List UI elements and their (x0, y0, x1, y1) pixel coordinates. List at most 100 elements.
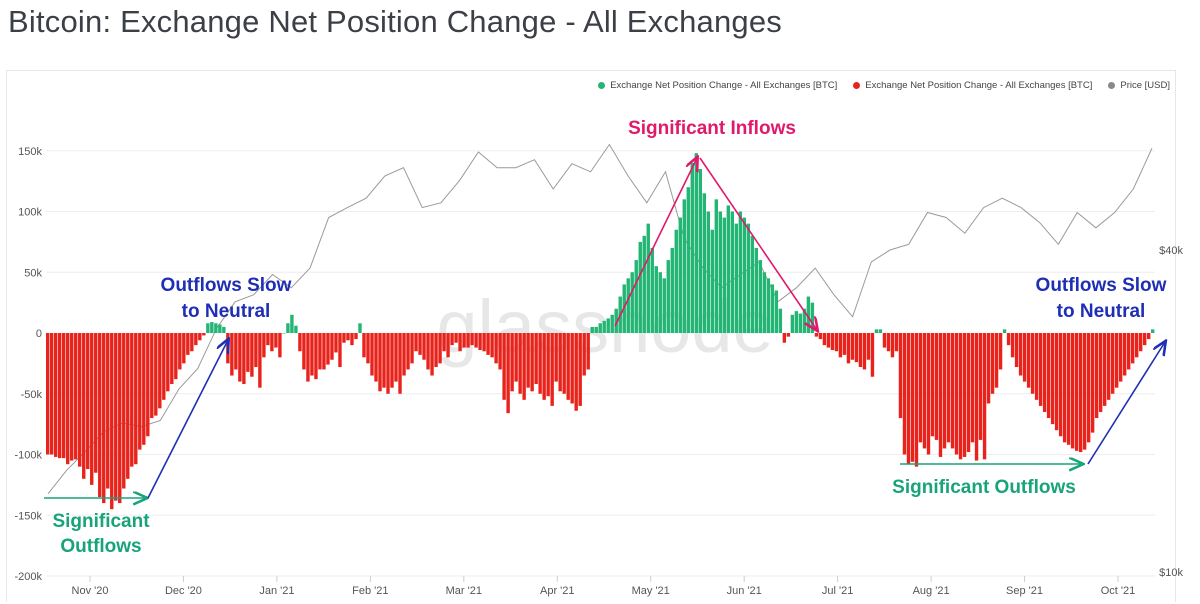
inflow-bar (726, 205, 731, 333)
legend-item-outflow[interactable]: Exchange Net Position Change - All Excha… (853, 80, 1092, 91)
x-tick-label: Jul '21 (822, 585, 853, 597)
outflow-bar (818, 333, 823, 340)
outflow-bar (390, 333, 394, 388)
inflow-bar (282, 333, 286, 334)
outflow-bar (270, 333, 274, 352)
outflow-bar (898, 333, 903, 419)
outflow-bar (74, 333, 78, 460)
outflow-bar (490, 333, 494, 358)
x-tick-label: Apr '21 (540, 585, 575, 597)
outflow-bar (954, 333, 959, 455)
outflow-bar (1062, 333, 1067, 443)
outflow-bar (1090, 333, 1095, 433)
outflow-bar (186, 333, 190, 355)
outflow-bar (1038, 333, 1043, 406)
outflow-bar (310, 333, 314, 376)
outflow-bar (1098, 333, 1103, 412)
outflow-bar (982, 333, 987, 460)
outflow-bar (1110, 333, 1115, 394)
inflow-bar (606, 318, 610, 333)
outflow-bar (138, 333, 142, 450)
outflow-bar (402, 333, 406, 376)
legend-label-inflow: Exchange Net Position Change - All Excha… (610, 80, 838, 91)
outflow-bar (254, 333, 258, 368)
inflow-bar (670, 247, 674, 333)
inflow-bar (218, 324, 222, 333)
outflow-bar (574, 333, 578, 411)
annotation-significant-inflows: Significant Inflows (628, 118, 796, 139)
inflow-bar (794, 311, 799, 333)
legend-item-inflow[interactable]: Exchange Net Position Change - All Excha… (598, 80, 837, 91)
outflow-bar (506, 333, 510, 414)
outflow-bar (534, 333, 538, 385)
inflow-bar (290, 314, 294, 333)
chart-legend: Exchange Net Position Change - All Excha… (598, 80, 1170, 91)
outflow-bar (1134, 333, 1139, 358)
outflow-bar (570, 333, 574, 404)
outflow-bar (546, 333, 550, 397)
outflow-bar (410, 333, 414, 364)
outflow-bar (458, 333, 462, 352)
outflow-bar (822, 333, 827, 346)
inflow-bar (878, 329, 883, 333)
outflow-bar (586, 333, 590, 370)
annotation-outflows-left-line1: Significant (52, 511, 150, 532)
outflow-bar (1118, 333, 1123, 382)
outflow-bar (522, 333, 526, 400)
outflow-bar (118, 333, 122, 504)
outflow-bar (70, 333, 74, 461)
inflow-bar (206, 323, 210, 333)
outflow-bar (66, 333, 70, 465)
x-tick-label: Aug '21 (913, 585, 950, 597)
outflow-bar (1014, 333, 1019, 368)
outflow-bar (882, 333, 887, 348)
inflow-bar (686, 187, 690, 333)
outflow-bar (238, 333, 242, 382)
outflow-bar (242, 333, 246, 385)
outflow-bar (530, 333, 534, 392)
outflow-bar (502, 333, 506, 400)
outflow-bar (974, 333, 979, 461)
inflow-bar (698, 168, 702, 333)
inflow-bar (602, 320, 606, 333)
outflow-bar (814, 333, 819, 337)
price-line (47, 143, 1153, 495)
outflow-bar (894, 333, 899, 352)
inflow-bar (1002, 329, 1007, 333)
outflow-bar (274, 333, 278, 348)
inflow-bar (630, 272, 634, 333)
outflow-bar (234, 333, 238, 370)
inflow-bar (754, 247, 759, 333)
outflow-bar (526, 333, 530, 388)
y-tick-label: -150k (14, 510, 42, 522)
outflow-bar (1082, 333, 1087, 450)
outflow-bar (466, 333, 470, 348)
outflow-bar (298, 333, 302, 352)
outflow-bar (446, 333, 450, 358)
inflow-bar (646, 223, 650, 333)
outflow-bar (130, 333, 134, 467)
outflow-bar (578, 333, 582, 406)
outflow-bar (1130, 333, 1135, 364)
outflow-bar (134, 333, 138, 465)
outflow-bar (986, 333, 991, 404)
x-tick-label: Sep '21 (1006, 585, 1043, 597)
outflow-bar (262, 333, 266, 358)
outflow-bar (326, 333, 330, 365)
outflow-bar (362, 333, 366, 358)
outflow-bar (1066, 333, 1071, 445)
outflow-bar (950, 333, 955, 449)
legend-item-price[interactable]: Price [USD] (1108, 80, 1170, 91)
y-right-tick-label: $40k (1159, 245, 1183, 257)
outflow-bar (278, 333, 282, 358)
inflow-bar (718, 211, 723, 333)
outflow-bar (414, 333, 418, 352)
outflow-bar (554, 333, 558, 382)
outflow-bar (54, 333, 58, 457)
outflow-bar (990, 333, 995, 394)
outflow-bar (170, 333, 174, 385)
inflow-bar (742, 217, 747, 333)
outflow-bar (62, 333, 66, 459)
outflow-bar (886, 333, 891, 352)
